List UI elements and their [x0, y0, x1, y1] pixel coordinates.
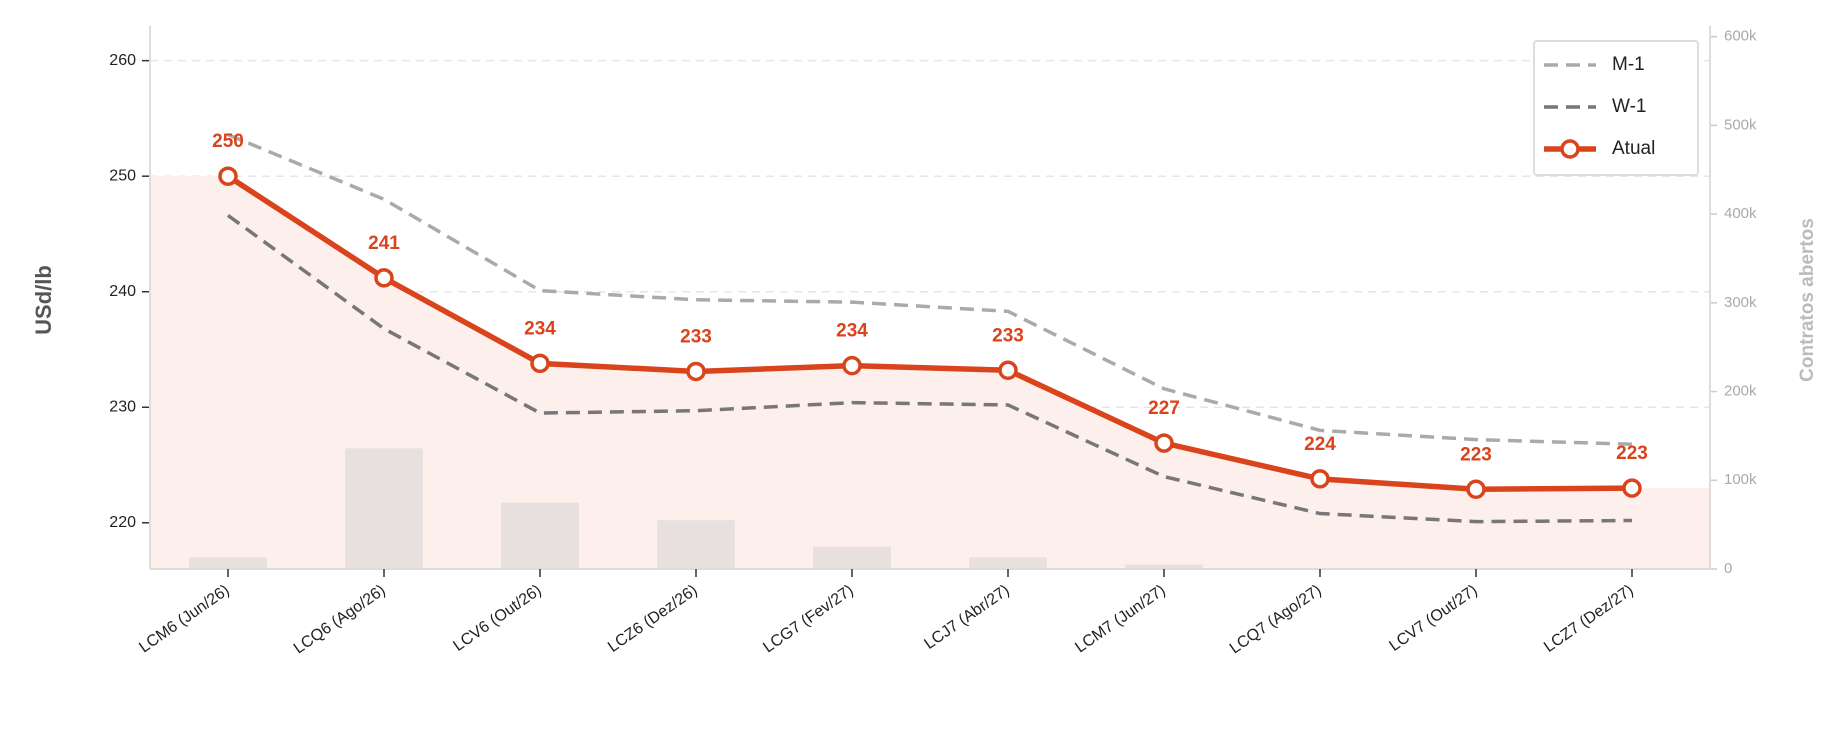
- value-label: 227: [1148, 398, 1180, 419]
- y2-axis-label: Contratos abertos: [1797, 218, 1818, 382]
- legend-label: Atual: [1612, 138, 1655, 159]
- y-tick-label: 220: [109, 514, 136, 531]
- marker: [842, 355, 862, 376]
- y-tick-label: 250: [109, 167, 136, 184]
- bar: [813, 546, 891, 569]
- value-label: 224: [1304, 434, 1336, 455]
- area-fill: [150, 176, 1710, 570]
- value-label: 223: [1460, 444, 1492, 465]
- marker: [1466, 479, 1486, 500]
- x-tick-label: LCV6 (Out/26): [450, 582, 544, 655]
- legend-label: W-1: [1612, 96, 1646, 117]
- bar: [657, 520, 735, 569]
- legend-marker: [1560, 139, 1580, 159]
- legend-label: M-1: [1612, 54, 1645, 75]
- series-line: [226, 214, 1633, 524]
- value-label: 241: [368, 233, 400, 254]
- bar: [345, 448, 423, 569]
- x-tick-label: LCZ6 (Dez/26): [605, 582, 701, 656]
- y2-tick-label: 300k: [1724, 294, 1757, 311]
- marker: [1154, 433, 1174, 453]
- bar: [189, 557, 267, 569]
- marker: [218, 166, 238, 186]
- marker: [686, 361, 706, 382]
- y-tick-label: 260: [109, 52, 136, 69]
- bar: [1125, 564, 1203, 569]
- x-tick-label: LCV7 (Out/27): [1386, 582, 1480, 655]
- bar: [501, 502, 579, 569]
- x-tick-label: LCZ7 (Dez/27): [1541, 582, 1637, 656]
- y-tick-label: 240: [109, 283, 136, 300]
- y2-tick-label: 200k: [1724, 383, 1757, 400]
- x-tick-label: LCM6 (Jun/26): [136, 582, 232, 657]
- x-tick-label: LCM7 (Jun/27): [1072, 582, 1168, 657]
- x-tick-label: LCJ7 (Abr/27): [921, 582, 1012, 653]
- y2-tick-label: 0: [1724, 560, 1732, 577]
- marker: [530, 353, 550, 374]
- y2-tick-label: 400k: [1724, 205, 1757, 222]
- x-tick-label: LCG7 (Fev/27): [760, 582, 856, 657]
- marker: [1622, 478, 1642, 498]
- value-label: 223: [1616, 443, 1648, 464]
- value-label: 233: [992, 325, 1024, 346]
- value-label: 233: [680, 326, 712, 347]
- marker: [998, 360, 1018, 381]
- y-axis-label: USd/lb: [31, 265, 56, 335]
- marker: [1310, 469, 1330, 489]
- y-tick-label: 230: [109, 398, 136, 415]
- marker: [374, 268, 394, 288]
- value-label: 250: [212, 131, 244, 152]
- y2-tick-label: 500k: [1724, 116, 1757, 133]
- value-label: 234: [836, 321, 868, 342]
- x-tick-label: LCQ7 (Ago/27): [1227, 582, 1325, 658]
- series-line: [226, 173, 1633, 493]
- x-tick-label: LCQ6 (Ago/26): [291, 582, 389, 658]
- value-label: 234: [524, 318, 556, 339]
- y2-tick-label: 100k: [1724, 471, 1757, 488]
- bar: [969, 557, 1047, 569]
- y2-tick-label: 600k: [1724, 28, 1757, 45]
